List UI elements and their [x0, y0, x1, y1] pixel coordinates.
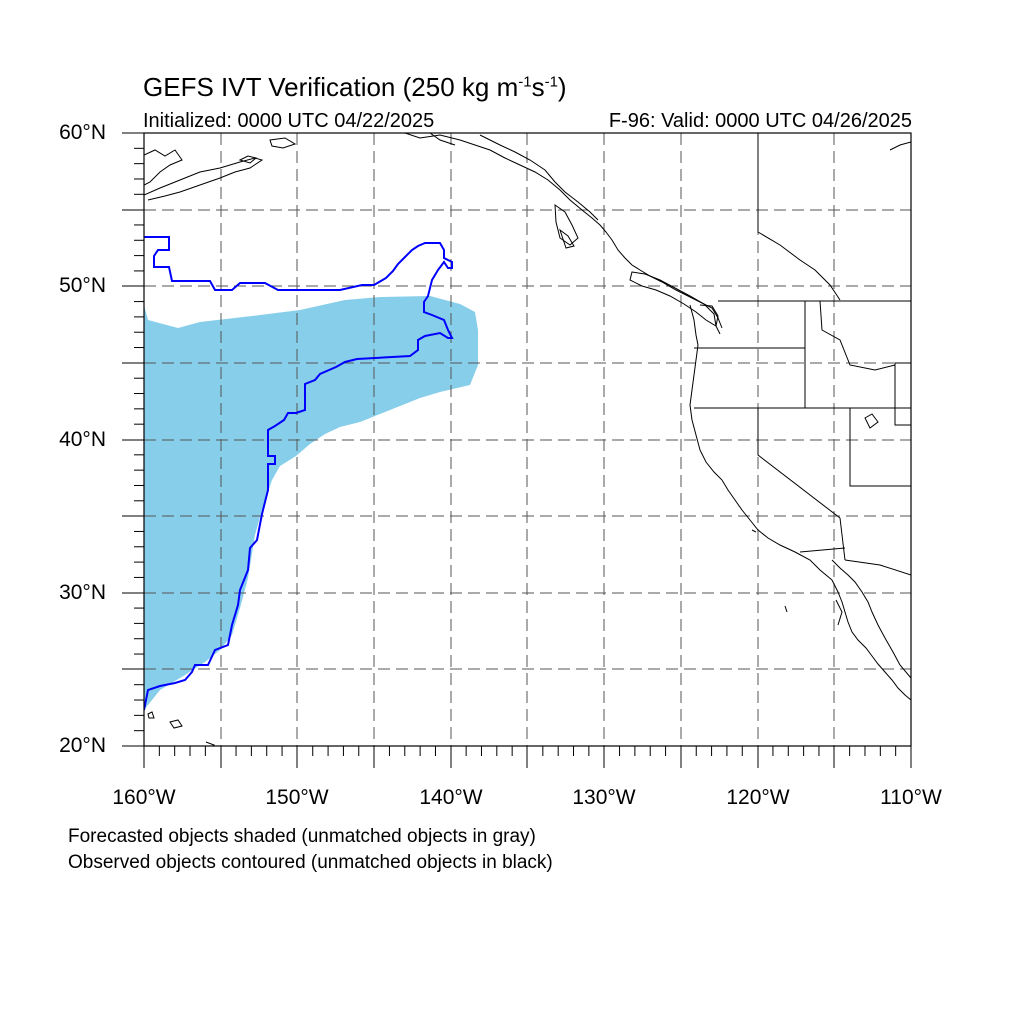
caption-forecast: Forecasted objects shaded (unmatched obj…	[68, 826, 536, 847]
title-exponent-1: -1	[518, 73, 532, 91]
lon-label-140w: 140°W	[419, 786, 483, 809]
title-text: GEFS IVT Verification (250 kg m	[143, 72, 519, 102]
lon-label-130w: 130°W	[572, 786, 636, 809]
lon-label-160w: 160°W	[112, 786, 176, 809]
lat-label-20n: 20°N	[59, 734, 106, 757]
lon-label-110w: 110°W	[880, 786, 942, 809]
grid-lines	[144, 133, 911, 746]
observed-object-contour	[144, 236, 454, 711]
valid-time-label: F-96: Valid: 0000 UTC 04/26/2025	[608, 110, 912, 132]
lon-label-120w: 120°W	[726, 786, 790, 809]
lat-label-50n: 50°N	[59, 274, 106, 297]
lon-label-150w: 150°W	[265, 786, 329, 809]
lat-label-40n: 40°N	[59, 428, 106, 451]
title-close: )	[557, 72, 567, 102]
title-unit-s: s	[531, 72, 545, 102]
lat-label-30n: 30°N	[59, 581, 106, 604]
caption-observed: Observed objects contoured (unmatched ob…	[68, 852, 553, 873]
axis-ticks	[122, 132, 912, 768]
coastlines	[144, 133, 911, 746]
forecast-object-shading	[144, 296, 478, 710]
page-title: GEFS IVT Verification (250 kg m-1s-1)	[143, 72, 567, 103]
lat-label-60n: 60°N	[59, 121, 106, 144]
title-exponent-2: -1	[544, 73, 558, 91]
init-time-label: Initialized: 0000 UTC 04/22/2025	[143, 110, 435, 132]
